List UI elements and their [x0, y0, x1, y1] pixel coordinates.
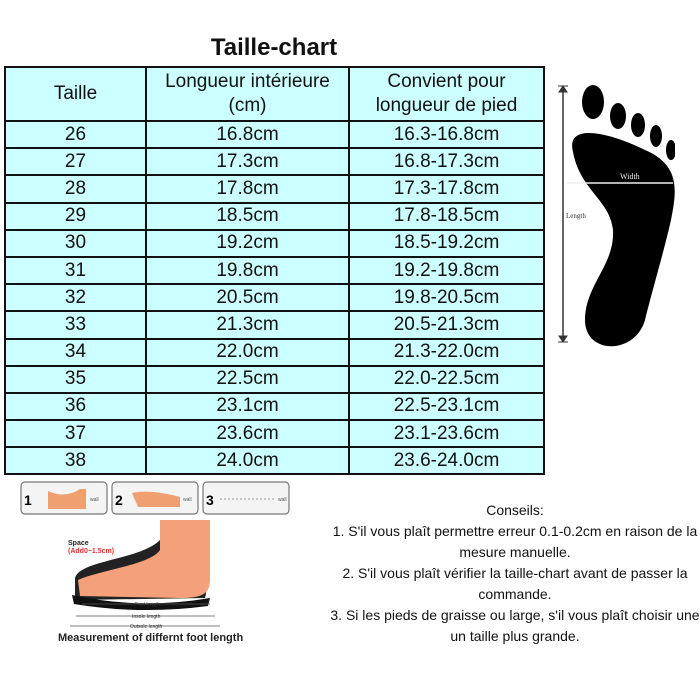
inner-length-cell: 23.1cm [145, 391, 350, 422]
size-cell: 36 [4, 391, 147, 422]
table-row: 28 17.8cm 17.3-17.8cm [4, 174, 545, 204]
width-label: Width [620, 172, 640, 181]
foot-length-cell: 21.3-22.0cm [348, 337, 545, 367]
wall-label: wall [90, 497, 99, 503]
tip-item: 1. S'il vous plaît permettre erreur 0.1-… [332, 523, 698, 560]
foot-length-cell: 16.3-16.8cm [348, 119, 545, 150]
size-cell: 27 [4, 147, 147, 177]
size-cell: 28 [4, 174, 147, 204]
measuring-steps: 1 2 3 wall wall wall [20, 481, 290, 515]
outsole-length-label: Outsole length [130, 624, 162, 630]
table-row: 31 19.8cm 19.2-19.8cm [4, 255, 545, 286]
table-row: 38 24.0cm 23.6-24.0cm [4, 446, 545, 476]
inner-length-cell: 17.3cm [145, 147, 350, 177]
tips-section: Conseils: 1. S'il vous plaît permettre e… [330, 500, 700, 647]
inner-length-cell: 18.5cm [145, 201, 350, 231]
table-row: 27 17.3cm 16.8-17.3cm [4, 147, 545, 177]
tips-heading: Conseils: [486, 502, 544, 518]
table-row: 34 22.0cm 21.3-22.0cm [4, 337, 545, 367]
length-label: Length [566, 212, 586, 220]
inner-length-cell: 21.3cm [145, 310, 350, 340]
space-label: Space [68, 540, 89, 547]
size-cell: 34 [4, 337, 147, 367]
size-cell: 35 [4, 364, 147, 394]
tip-item: 3. Si les pieds de graisse ou large, s'i… [330, 607, 700, 644]
chart-title: Taille-chart [210, 34, 338, 61]
foot-length-cell: 20.5-21.3cm [348, 310, 545, 340]
header-inner-length: Longueur intérieure (cm) [145, 66, 350, 122]
header-foot-length: Convient pour longueur de pied [348, 66, 545, 122]
foot-length-cell: 22.0-22.5cm [348, 364, 545, 394]
inner-length-cell: 24.0cm [145, 446, 350, 476]
inner-length-cell: 17.8cm [145, 174, 350, 204]
inner-length-cell: 22.5cm [145, 364, 350, 394]
tip-item: 2. S'il vous plaît vérifier la taille-ch… [342, 565, 688, 602]
table-row: 35 22.5cm 22.0-22.5cm [4, 364, 545, 394]
foot-length-cell: 18.5-19.2cm [348, 228, 545, 258]
foot-outline-diagram: Width Length [558, 85, 675, 347]
measurement-caption: Measurement of differnt foot length [58, 632, 244, 644]
inner-length-cell: 23.6cm [145, 419, 350, 449]
size-cell: 30 [4, 228, 147, 258]
wall-label: wall [278, 497, 287, 503]
foot-length-cell: 23.6-24.0cm [348, 446, 545, 476]
table-row: 33 21.3cm 20.5-21.3cm [4, 310, 545, 340]
step-2-number: 2 [115, 492, 123, 508]
foot-length-cell: 16.8-17.3cm [348, 147, 545, 177]
insole-length-label: Insole length [132, 614, 161, 620]
size-table: Taille Longueur intérieure (cm) Convient… [4, 66, 545, 476]
step-3-number: 3 [206, 492, 214, 508]
foot-length-cell: 17.8-18.5cm [348, 201, 545, 231]
foot-length-cell: 17.3-17.8cm [348, 174, 545, 204]
table-row: 32 20.5cm 19.8-20.5cm [4, 283, 545, 313]
size-cell: 37 [4, 419, 147, 449]
foot-length-cell: 19.2-19.8cm [348, 255, 545, 286]
table-row: 36 23.1cm 22.5-23.1cm [4, 391, 545, 422]
inner-length-cell: 16.8cm [145, 119, 350, 150]
size-cell: 31 [4, 255, 147, 286]
inner-length-cell: 22.0cm [145, 337, 350, 367]
foot-length-cell: 22.5-23.1cm [348, 391, 545, 422]
step-1-number: 1 [24, 492, 32, 508]
table-row: 37 23.6cm 23.1-23.6cm [4, 419, 545, 449]
wall-label: wall [183, 497, 192, 503]
inner-length-cell: 20.5cm [145, 283, 350, 313]
inner-length-cell: 19.8cm [145, 255, 350, 286]
table-row: 30 19.2cm 18.5-19.2cm [4, 228, 545, 258]
inner-length-cell: 19.2cm [145, 228, 350, 258]
size-cell: 26 [4, 119, 147, 150]
size-cell: 32 [4, 283, 147, 313]
header-size: Taille [4, 66, 147, 122]
space-value: (Add0~1.5cm) [68, 548, 114, 555]
foot-length-cell: 19.8-20.5cm [348, 283, 545, 313]
size-cell: 33 [4, 310, 147, 340]
table-row: 29 18.5cm 17.8-18.5cm [4, 201, 545, 231]
foot-length-label: Foot length [135, 602, 160, 608]
foot-icon [572, 85, 675, 347]
table-row: 26 16.8cm 16.3-16.8cm [4, 119, 545, 150]
size-cell: 38 [4, 446, 147, 476]
shoe-measurement-diagram: Space (Add0~1.5cm) Foot length Insole le… [68, 520, 220, 630]
size-cell: 29 [4, 201, 147, 231]
foot-length-cell: 23.1-23.6cm [348, 419, 545, 449]
